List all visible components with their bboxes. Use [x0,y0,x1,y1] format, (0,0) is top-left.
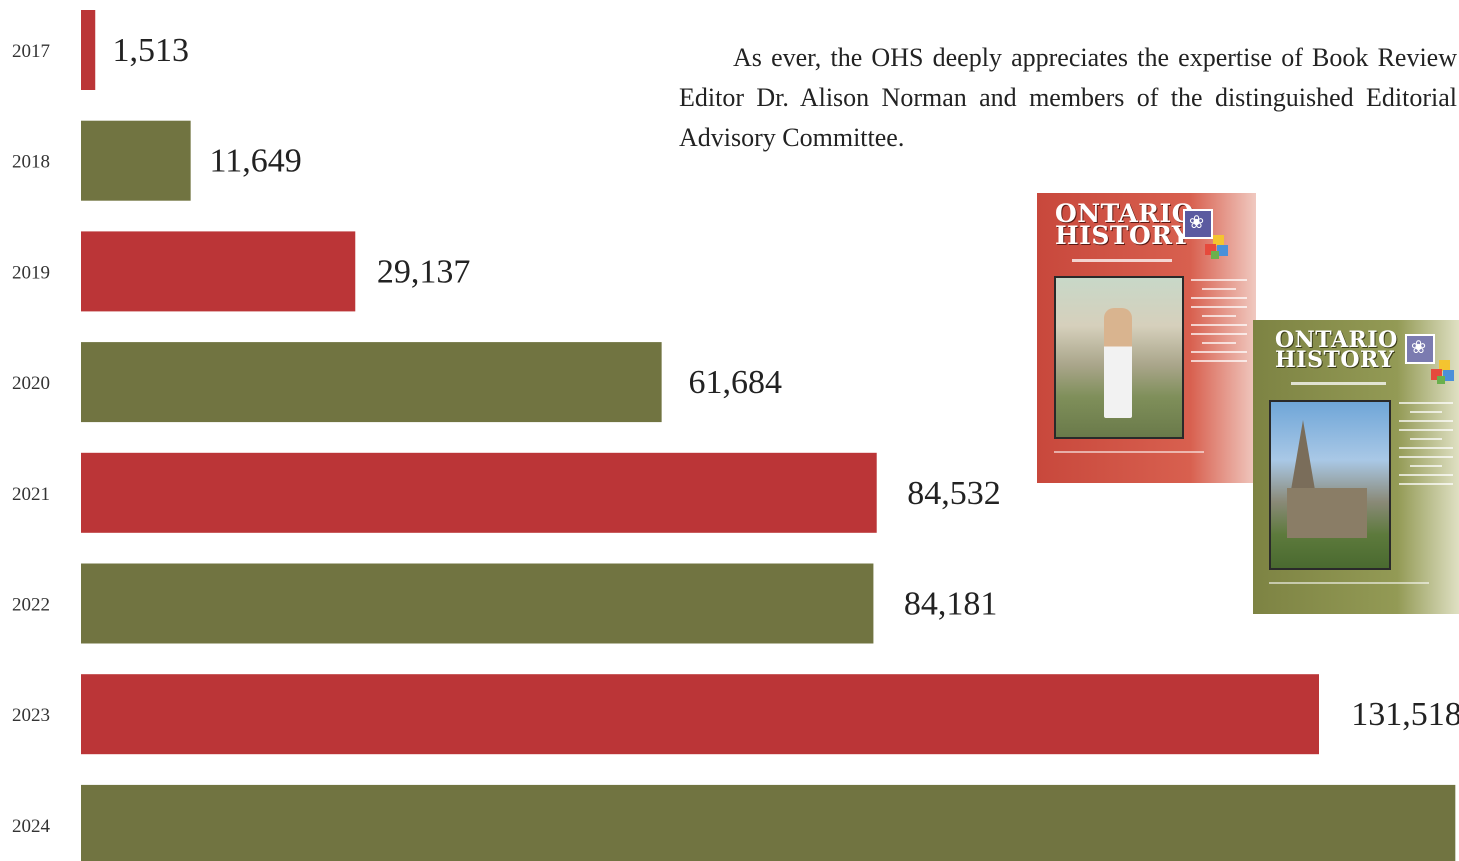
bar-2017 [81,10,96,90]
year-label-2020: 2020 [12,373,50,394]
cover-title: ONTARIO HISTORY [1055,199,1195,250]
value-label-2022: 84,181 [904,586,998,623]
year-label-2018: 2018 [12,152,50,173]
bar-2022 [81,563,874,644]
year-label-2023: 2023 [12,705,50,726]
year-label-2022: 2022 [12,595,50,616]
bar-2018 [81,120,191,201]
trillium-logo-icon [1183,209,1213,239]
ontario-history-cover-autumn: ONTARIO HISTORY [1037,193,1256,483]
church-photograph [1269,400,1391,570]
cover-caption [1054,451,1204,453]
value-label-2019: 29,137 [377,253,471,290]
cover-subtitle [1072,259,1172,262]
value-label-2023: 131,518 [1351,696,1459,733]
value-label-2018: 11,649 [210,143,302,180]
cover-subtitle [1291,382,1386,385]
value-label-2021: 84,532 [907,475,1001,512]
ontario-history-cover-spring: ONTARIO HISTORY [1253,320,1459,614]
value-label-2020: 61,684 [689,364,783,401]
cover-title: ONTARIO HISTORY [1275,327,1398,373]
cover-table-of-contents [1399,402,1453,492]
trillium-logo-icon [1405,334,1435,364]
year-label-2019: 2019 [12,262,50,283]
color-squares-icon [1431,360,1457,386]
year-label-2021: 2021 [12,484,50,505]
year-label-2024: 2024 [12,816,51,837]
bar-2023 [81,674,1319,755]
bar-2019 [81,231,356,312]
bar-2020 [81,342,662,423]
year-label-2017: 2017 [12,41,50,62]
bar-2021 [81,452,877,533]
value-label-2017: 1,513 [112,32,188,69]
cover-caption [1269,582,1429,584]
cover-table-of-contents [1191,279,1247,369]
boxer-illustration [1054,276,1184,439]
acknowledgement-paragraph: As ever, the OHS deeply appreciates the … [679,43,1457,152]
color-squares-icon [1205,235,1231,261]
bar-2024 [81,784,1456,861]
